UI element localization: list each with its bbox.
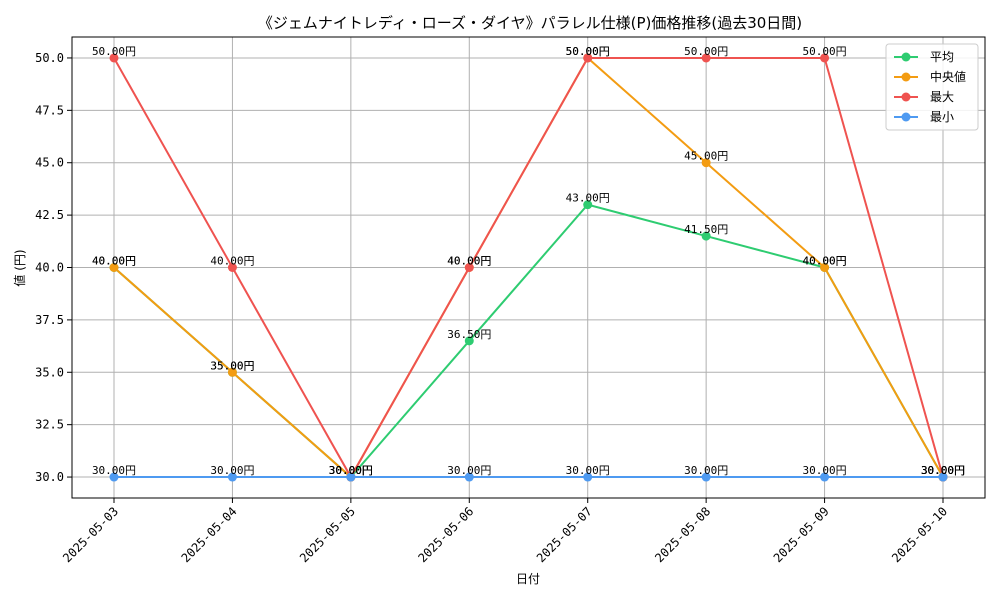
legend-marker	[901, 52, 911, 62]
x-tick-label: 2025-05-09	[771, 504, 832, 565]
grid	[72, 37, 985, 498]
data-label: 40.00円	[210, 255, 254, 268]
data-label: 50.00円	[684, 45, 728, 58]
data-point	[346, 472, 356, 482]
data-point	[701, 231, 711, 241]
legend-label: 平均	[930, 50, 954, 64]
data-point	[227, 472, 237, 482]
data-point	[583, 472, 593, 482]
data-point	[464, 336, 474, 346]
legend-marker	[901, 72, 911, 82]
legend-label: 最大	[930, 90, 954, 104]
data-point	[938, 472, 948, 482]
data-label: 30.00円	[684, 464, 728, 477]
y-tick-label: 50.0	[35, 51, 64, 65]
data-label: 40.00円	[447, 255, 491, 268]
y-axis-title: 値 (円)	[12, 249, 27, 286]
data-point	[464, 472, 474, 482]
data-label: 50.00円	[92, 45, 136, 58]
data-labels: 40.00円 35.00円 30.00円 36.50円 43.00円 41.50円 40.0…	[92, 45, 965, 477]
series-line	[113, 56, 944, 480]
data-label: 30.00円	[210, 464, 254, 477]
x-axis-title: 日付	[516, 572, 540, 586]
data-label: 30.00円	[329, 464, 373, 477]
data-point	[109, 53, 119, 63]
data-label: 40.00円	[447, 255, 491, 268]
y-tick-label: 32.5	[35, 418, 64, 432]
data-point	[583, 200, 593, 210]
data-point	[820, 53, 830, 63]
chart-title: 《ジェムナイトレディ・ローズ・ダイヤ》パラレル仕様(P)価格推移(過去30日間)	[258, 14, 802, 32]
data-label: 30.00円	[921, 464, 965, 477]
data-label: 30.00円	[921, 464, 965, 477]
data-label: 43.00円	[566, 192, 610, 205]
y-tick-label: 42.5	[35, 208, 64, 222]
data-point	[464, 263, 474, 272]
plot-frame	[71, 36, 986, 499]
legend-marker	[901, 112, 911, 122]
x-tick-label: 2025-05-04	[179, 504, 240, 565]
data-label: 36.50円	[447, 328, 491, 341]
axes: 30.0 32.5 35.0 37.5 40.0 42.5 45.0 47.5 50.0 2025…	[35, 51, 950, 565]
data-label: 30.00円	[92, 464, 136, 477]
data-label: 40.00円	[92, 255, 136, 268]
series	[109, 53, 948, 482]
data-point	[701, 158, 711, 168]
series-line	[113, 203, 944, 479]
data-point	[109, 263, 119, 272]
y-tick-label: 37.5	[35, 313, 64, 327]
data-point	[109, 472, 119, 482]
data-label: 35.00円	[210, 359, 254, 372]
y-tick-label: 35.0	[35, 365, 64, 379]
data-point	[820, 472, 830, 482]
data-label: 30.00円	[566, 464, 610, 477]
data-label: 30.00円	[329, 464, 373, 477]
data-label: 30.00円	[329, 464, 373, 477]
y-tick-label: 40.0	[35, 261, 64, 275]
x-tick-label: 2025-05-05	[297, 504, 358, 565]
data-label: 30.00円	[447, 464, 491, 477]
data-point	[820, 263, 830, 272]
data-label: 40.00円	[803, 255, 847, 268]
legend-label: 中央値	[930, 69, 966, 84]
x-tick-label: 2025-05-10	[889, 504, 950, 565]
x-tick-label: 2025-05-08	[652, 504, 713, 565]
data-point	[583, 53, 593, 63]
data-label: 30.00円	[329, 464, 373, 477]
data-label: 30.00円	[921, 464, 965, 477]
x-tick-label: 2025-05-07	[534, 504, 595, 565]
data-label: 40.00円	[803, 255, 847, 268]
legend-marker	[901, 92, 911, 102]
legend-box	[885, 43, 979, 131]
y-tick-label: 30.0	[35, 470, 64, 484]
x-tick-label: 2025-05-03	[60, 504, 121, 565]
data-label: 41.50円	[684, 223, 728, 236]
data-label: 40.00円	[92, 255, 136, 268]
data-label: 50.00円	[566, 45, 610, 58]
y-tick-label: 47.5	[35, 103, 64, 117]
legend-label: 最小	[930, 110, 954, 124]
data-label: 35.00円	[210, 359, 254, 372]
data-point	[227, 263, 237, 272]
y-tick-label: 45.0	[35, 156, 64, 170]
data-label: 30.00円	[921, 464, 965, 477]
data-label: 30.00円	[803, 464, 847, 477]
data-label: 45.00円	[684, 150, 728, 163]
data-point	[701, 53, 711, 63]
x-tick-label: 2025-05-06	[415, 504, 476, 565]
data-point	[227, 367, 237, 377]
data-label: 50.00円	[566, 45, 610, 58]
data-label: 50.00円	[803, 45, 847, 58]
data-point	[701, 472, 711, 482]
